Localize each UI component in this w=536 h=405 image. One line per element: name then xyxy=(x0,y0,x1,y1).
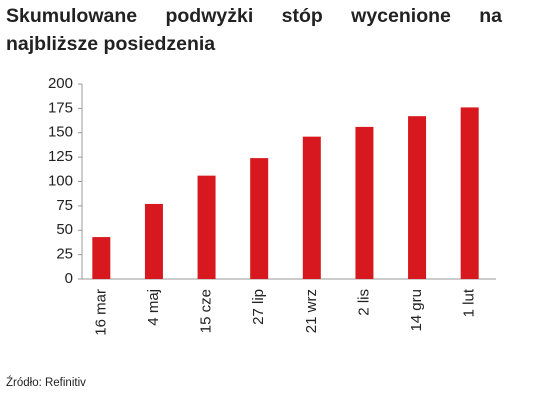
x-tick-label: 1 lut xyxy=(461,288,478,317)
x-tick-label: 21 wrz xyxy=(303,289,320,333)
x-tick-label: 15 cze xyxy=(198,289,215,333)
bar xyxy=(460,107,479,280)
x-tick-label: 14 gru xyxy=(408,289,425,332)
bar xyxy=(250,158,269,279)
bar xyxy=(408,116,427,279)
chart-title: Skumulowane podwyżki stóp wycenione na n… xyxy=(6,5,502,55)
y-tick-label: 50 xyxy=(56,221,73,238)
x-tick-label: 4 maj xyxy=(145,289,162,326)
bar xyxy=(302,136,321,279)
bar xyxy=(92,237,111,279)
y-tick-label: 100 xyxy=(48,172,73,189)
x-tick-label: 2 lis xyxy=(355,289,372,316)
y-tick-label: 200 xyxy=(48,75,73,92)
x-tick-label: 27 lip xyxy=(250,289,267,325)
source-note: Źródło: Refinitiv xyxy=(6,377,86,389)
x-tick-label: 16 mar xyxy=(92,289,109,336)
y-tick-label: 0 xyxy=(65,270,73,287)
y-tick-label: 175 xyxy=(48,99,73,116)
y-tick-label: 75 xyxy=(56,197,73,214)
y-tick-label: 25 xyxy=(56,246,73,263)
y-tick-label: 150 xyxy=(48,124,73,141)
bar xyxy=(144,203,163,279)
y-tick-label: 125 xyxy=(48,148,73,165)
bar xyxy=(197,175,216,279)
bar xyxy=(355,126,374,280)
